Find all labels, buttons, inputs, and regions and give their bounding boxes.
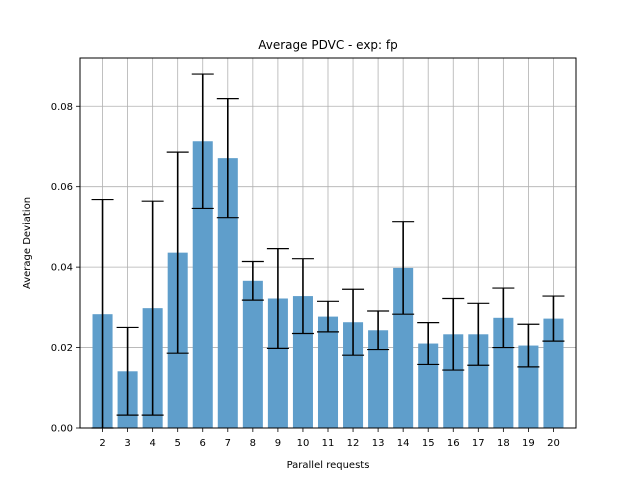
y-tick-label: 0.04 (51, 263, 73, 274)
error-bar (266, 248, 289, 349)
x-tick-label: 4 (149, 438, 155, 449)
y-axis-ticks: 0.00 0.02 0.04 0.06 0.08 (51, 102, 80, 435)
bar (443, 334, 464, 428)
error-bar (417, 322, 440, 366)
x-tick-label: 2 (99, 438, 105, 449)
error-bar (467, 302, 490, 366)
x-tick-label: 8 (250, 438, 256, 449)
x-tick-label: 12 (347, 438, 360, 449)
error-bars (91, 73, 565, 429)
error-bar (342, 288, 365, 356)
x-axis-ticks: 2 3 4 5 6 7 8 9 10 11 12 13 14 15 16 17 18 19 20 (99, 428, 560, 449)
error-bar (216, 98, 239, 219)
error-bar (542, 295, 565, 342)
bar (242, 280, 263, 428)
bar (217, 158, 238, 429)
bar (192, 141, 213, 428)
x-tick-label: 15 (422, 438, 435, 449)
x-tick-label: 3 (124, 438, 130, 449)
x-tick-label: 17 (472, 438, 485, 449)
error-bar (241, 260, 264, 301)
error-bar (517, 323, 540, 368)
bar (518, 345, 539, 428)
error-bar (442, 297, 465, 371)
bars (92, 141, 564, 429)
y-tick-label: 0.02 (51, 343, 73, 354)
error-bar (367, 310, 390, 351)
x-axis-label: Parallel requests (287, 460, 370, 471)
x-tick-label: 14 (397, 438, 410, 449)
y-tick-label: 0.06 (51, 182, 73, 193)
x-tick-label: 13 (372, 438, 385, 449)
x-tick-label: 11 (322, 438, 335, 449)
bar (292, 296, 313, 428)
bar (368, 330, 389, 428)
error-bar (492, 287, 515, 349)
error-bar (191, 73, 214, 210)
x-tick-label: 16 (447, 438, 460, 449)
bar (543, 318, 564, 428)
bar (267, 298, 288, 428)
bar (317, 316, 339, 428)
error-bar (291, 258, 314, 335)
error-bar (141, 200, 164, 416)
x-tick-label: 7 (225, 438, 231, 449)
y-axis-label: Average Deviation (22, 197, 33, 289)
x-tick-label: 19 (522, 438, 535, 449)
x-tick-label: 5 (175, 438, 181, 449)
x-tick-label: 6 (200, 438, 206, 449)
chart-title: Average PDVC - exp: fp (258, 38, 398, 52)
x-tick-label: 20 (547, 438, 560, 449)
error-bar (166, 151, 189, 354)
bar (468, 334, 489, 428)
y-tick-label: 0.00 (51, 424, 73, 435)
y-tick-label: 0.08 (51, 102, 73, 113)
x-tick-label: 10 (297, 438, 310, 449)
error-bar (392, 221, 415, 315)
x-tick-label: 18 (497, 438, 510, 449)
bar (343, 322, 364, 428)
x-tick-label: 9 (275, 438, 281, 449)
bar (393, 267, 414, 428)
error-bar (317, 300, 339, 333)
error-bar (116, 326, 139, 416)
bar (493, 317, 514, 428)
